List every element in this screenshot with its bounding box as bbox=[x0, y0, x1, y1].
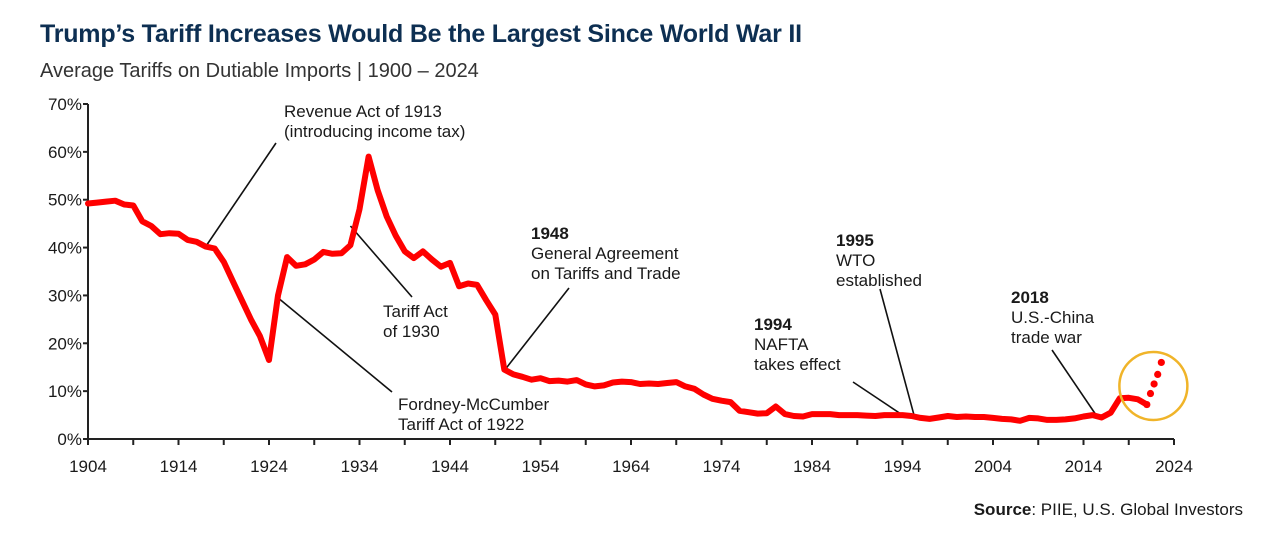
y-tick-label: 30% bbox=[48, 286, 82, 305]
annotation-text-gatt-1948: on Tariffs and Trade bbox=[531, 264, 681, 283]
annotation-text-nafta-1994: takes effect bbox=[754, 355, 841, 374]
annotation-text-revenue-1913: (introducing income tax) bbox=[284, 122, 465, 141]
x-tick-label: 1984 bbox=[793, 457, 831, 476]
x-tick-label: 1974 bbox=[703, 457, 741, 476]
annotation-text-wto-1995: WTO bbox=[836, 251, 875, 270]
x-tick-label: 2024 bbox=[1155, 457, 1193, 476]
annotation-year-china-2018: 2018 bbox=[1011, 288, 1049, 307]
x-tick-label: 1904 bbox=[69, 457, 107, 476]
x-tick-label: 1914 bbox=[160, 457, 198, 476]
chart-subtitle: Average Tariffs on Dutiable Imports | 19… bbox=[40, 60, 479, 82]
x-tick-label: 1944 bbox=[431, 457, 469, 476]
y-tick-label: 20% bbox=[48, 334, 82, 353]
y-tick-label: 50% bbox=[48, 191, 82, 210]
tariff-series-line bbox=[85, 153, 1150, 424]
x-tick-label: 2004 bbox=[974, 457, 1012, 476]
projected-point bbox=[1146, 389, 1155, 398]
annotation-text-revenue-1913: Revenue Act of 1913 bbox=[284, 102, 442, 121]
annotation-year-wto-1995: 1995 bbox=[836, 231, 874, 250]
annotation-year-gatt-1948: 1948 bbox=[531, 224, 569, 243]
y-tick-label: 10% bbox=[48, 382, 82, 401]
annotation-text-tariff-1930: of 1930 bbox=[383, 322, 440, 341]
axes: 0% 10% 20% 30% 40% 50% 60% 70% 1904 1914 1924 1934 1… bbox=[48, 95, 1193, 476]
y-tick-label: 70% bbox=[48, 95, 82, 114]
x-tick-label: 1954 bbox=[522, 457, 560, 476]
annotation-text-fordney-1922: Fordney-McCumber bbox=[398, 395, 549, 414]
leader-line-gatt-1948 bbox=[503, 287, 570, 372]
source-label: Source bbox=[973, 500, 1032, 519]
leader-line-tariff-1930 bbox=[349, 225, 413, 298]
y-tick-label: 40% bbox=[48, 239, 82, 258]
y-tick-label: 60% bbox=[48, 143, 82, 162]
series-group bbox=[85, 153, 1189, 424]
annotation-text-fordney-1922: Tariff Act of 1922 bbox=[398, 415, 524, 434]
annotation-text-china-2018: U.S.-China bbox=[1011, 308, 1095, 327]
x-tick-label: 1934 bbox=[341, 457, 379, 476]
highlight-circle bbox=[1118, 350, 1189, 422]
leader-line-wto-1995 bbox=[879, 288, 916, 417]
leader-line-revenue-1913 bbox=[204, 142, 277, 248]
projected-point bbox=[1150, 380, 1158, 388]
x-tick-label: 2014 bbox=[1065, 457, 1103, 476]
annotation-text-nafta-1994: NAFTA bbox=[754, 335, 809, 354]
annotation-text-wto-1995: established bbox=[836, 271, 922, 290]
annotation-leaders bbox=[204, 142, 1098, 417]
projected-point bbox=[1154, 370, 1162, 378]
projected-point bbox=[1143, 400, 1151, 409]
y-tick-label: 0% bbox=[57, 430, 82, 449]
projected-point bbox=[1157, 358, 1165, 367]
leader-line-fordney-1922 bbox=[277, 297, 393, 393]
x-tick-label: 1994 bbox=[884, 457, 922, 476]
annotation-text-tariff-1930: Tariff Act bbox=[383, 302, 448, 321]
x-tick-label: 1924 bbox=[250, 457, 288, 476]
source-note: Source: PIIE, U.S. Global Investors bbox=[974, 500, 1243, 520]
annotation-year-nafta-1994: 1994 bbox=[754, 315, 792, 334]
annotation-text-china-2018: trade war bbox=[1011, 328, 1082, 347]
annotations: Revenue Act of 1913(introducing income t… bbox=[284, 102, 1095, 434]
annotation-text-gatt-1948: General Agreement bbox=[531, 244, 679, 263]
x-tick-label: 1964 bbox=[612, 457, 650, 476]
leader-line-china-2018 bbox=[1051, 349, 1098, 417]
source-text: : PIIE, U.S. Global Investors bbox=[1031, 500, 1243, 519]
chart-title: Trump’s Tariff Increases Would Be the La… bbox=[40, 20, 802, 48]
leader-line-nafta-1994 bbox=[852, 381, 903, 416]
